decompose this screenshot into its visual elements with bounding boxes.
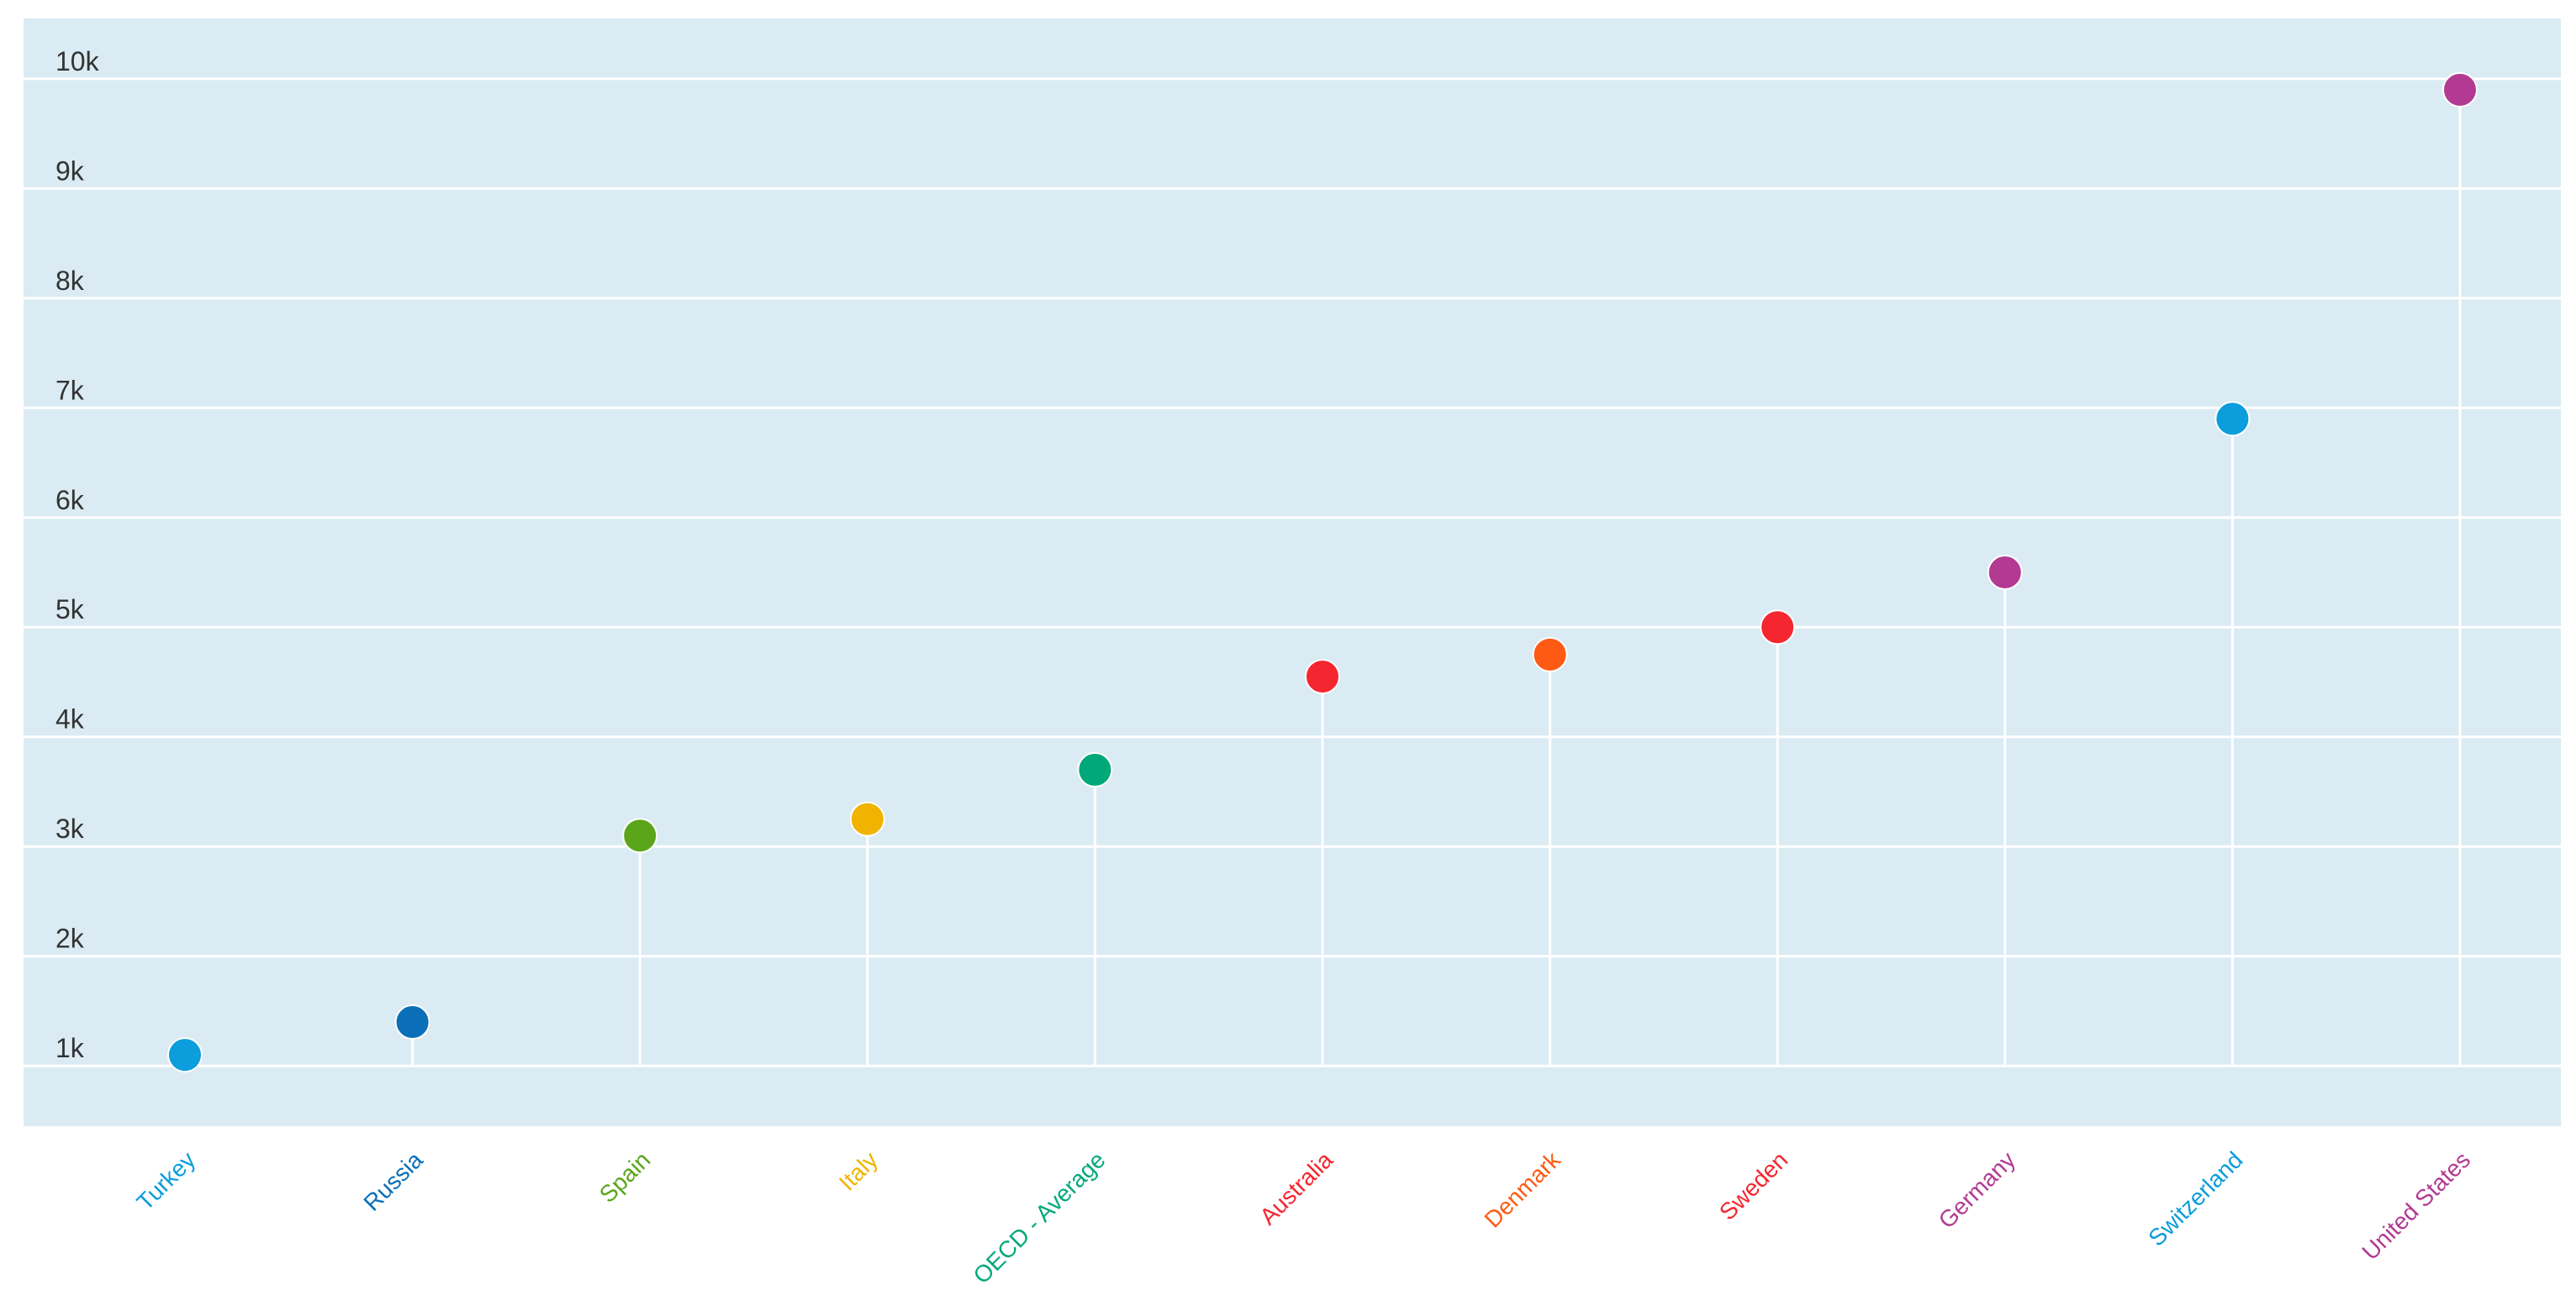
y-tick-label: 4k [55,704,85,735]
gridlines [24,77,2561,1067]
x-tick-label: Denmark [1480,1146,1566,1233]
stems [183,89,2462,1066]
y-tick-label: 6k [55,485,85,515]
y-tick-label: 7k [55,375,85,405]
y-tick-label: 10k [55,46,100,76]
data-point[interactable] [1987,555,2023,590]
x-axis-tick-labels: Turkey Russia Spain Italy OECD - Average Aust… [132,1146,2476,1289]
x-tick-label: Australia [1254,1146,1338,1230]
y-tick-label: 9k [55,155,85,186]
x-tick-label: OECD - Average [969,1146,1111,1288]
data-point[interactable] [1532,636,1568,672]
data-point[interactable] [394,1004,430,1040]
data-point[interactable] [167,1037,203,1073]
data-point[interactable] [1077,751,1113,788]
y-tick-label: 5k [55,594,85,624]
y-axis-tick-labels: 1k 2k 3k 4k 5k 6k 7k 8k 9k 10k [55,46,100,1063]
x-tick-label: Russia [358,1146,428,1216]
x-tick-label: Switzerland [2143,1146,2247,1251]
points [167,71,2478,1073]
data-point[interactable] [849,801,885,837]
x-tick-label: Sweden [1714,1146,1792,1225]
y-tick-label: 8k [55,266,85,296]
data-point[interactable] [622,818,658,854]
data-point[interactable] [1305,658,1340,694]
y-tick-label: 3k [55,814,85,844]
x-tick-label: Germany [1934,1146,2020,1233]
y-tick-label: 2k [55,924,85,954]
data-point[interactable] [2442,71,2478,108]
x-tick-label: Turkey [132,1146,201,1215]
y-tick-label: 1k [55,1033,85,1063]
x-tick-label: Spain [594,1146,656,1208]
data-point[interactable] [2214,401,2251,437]
data-point[interactable] [1760,609,1796,645]
x-tick-label: United States [2357,1146,2475,1265]
plot-background [24,18,2561,1126]
x-tick-label: Italy [834,1146,883,1195]
